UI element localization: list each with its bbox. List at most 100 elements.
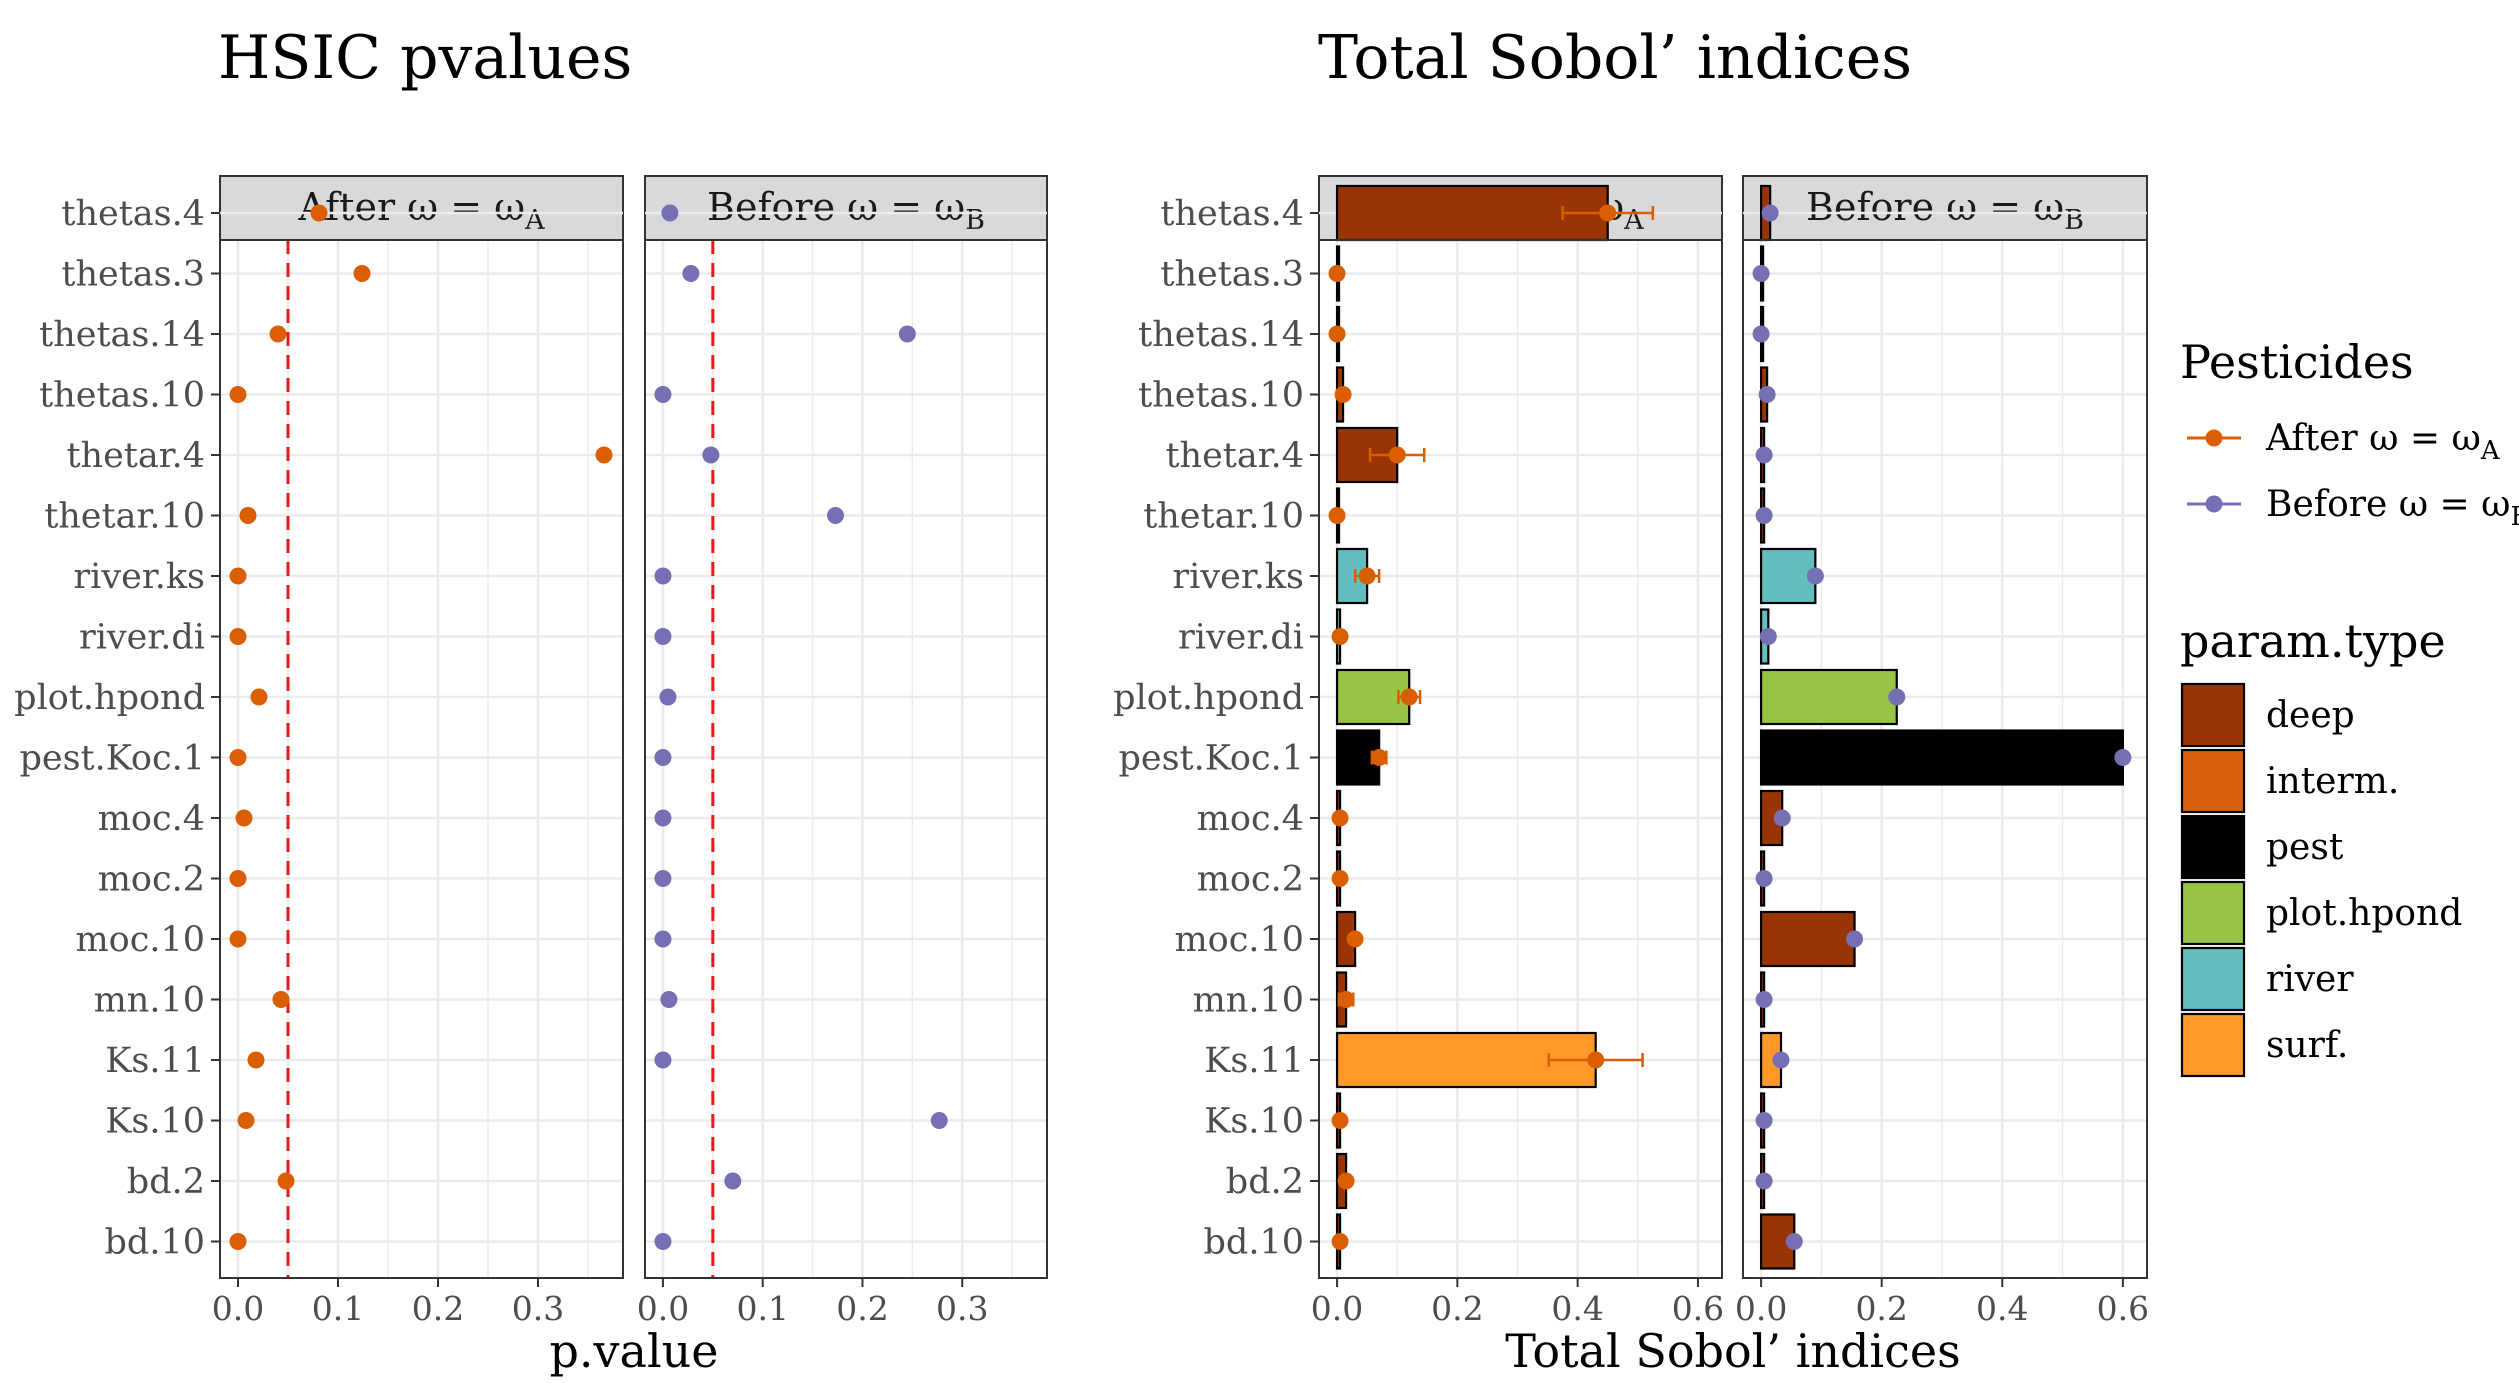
y-label-thetas-10: thetas.10 [39,376,205,416]
point-bd-2 [1337,1172,1355,1190]
point-moc-10 [1846,930,1864,948]
point-river-di [654,628,672,645]
param-type-legend: param.type deep interm. pest plot.hpond rive… [2180,614,2462,1078]
point-thetas-14 [269,325,287,343]
sobol-after-panel: After ω = ωA0.00.20.40.6 [1311,175,1724,1328]
point-ks-11 [1587,1051,1605,1069]
point-thetas-10 [1334,386,1352,403]
hsic-before-panel: Before ω = ωB 0.0 0.1 0.2 0.3 [637,175,1048,1328]
pesticides-legend: Pesticides After ω = ωA Before ω = ωB [2180,335,2519,532]
point-bd-10 [1785,1233,1803,1250]
y-label-thetas-4: thetas.4 [61,194,205,234]
point-thetas-14 [1328,325,1346,343]
point-mn-10 [272,991,290,1008]
point-moc-4 [1773,809,1791,827]
point-moc-4 [1331,809,1349,827]
x-tick-label: 0.0 [212,1289,264,1328]
y-label-thetar-4: thetar.4 [66,436,205,476]
y-label-thetas-10: thetas.10 [1138,376,1304,416]
point-mn-10 [1755,991,1773,1008]
x-tick-label: 0.2 [836,1289,888,1328]
x-tick-label: 0.1 [312,1289,364,1328]
point-moc-10 [1346,930,1364,948]
point-ks-10 [1755,1112,1773,1129]
x-tick-label: 0.2 [1431,1289,1483,1328]
bar-pest-koc-1 [1335,729,1381,786]
legend-swatch-river [2180,946,2246,1012]
y-label-ks-10: Ks.10 [105,1102,205,1142]
point-thetar-4 [595,446,613,464]
point-river-ks [1806,567,1824,585]
y-label-bd-10: bd.10 [105,1223,205,1263]
point-ks-11 [1772,1051,1790,1069]
point-pest-koc-1 [2114,749,2132,766]
point-thetas-3 [682,265,700,282]
point-bd-10 [1331,1233,1349,1250]
point-river-di [1759,628,1777,645]
y-label-mn-10: mn.10 [1193,981,1304,1021]
point-river-ks [229,567,247,585]
point-moc-10 [229,930,247,948]
point-river-ks [654,567,672,585]
point-thetar-10 [239,507,257,524]
pesticides-legend-title: Pesticides [2180,335,2414,389]
y-label-moc-10: moc.10 [75,920,205,960]
legend-label-a: After ω = ωA [2265,418,2501,466]
facet-strip-label: Before ω = ωB [707,185,985,236]
point-river-ks [1358,567,1376,585]
point-thetas-3 [1752,265,1770,282]
point-pest-koc-1 [654,749,672,766]
x-tick-label: 0.3 [936,1289,988,1328]
legend-label-pest: pest [2266,827,2344,868]
y-label-thetas-4: thetas.4 [1160,194,1304,234]
legend-label-b: Before ω = ωB [2266,484,2519,532]
sobol-before-panel: Before ω = ωB 0.0 0.2 0.4 0.6 [1735,175,2149,1328]
legend-point-b [2205,495,2223,513]
sobol-x-axis-title: Total Sobol’ indices [1505,1324,1960,1378]
legend-swatch-surf [2180,1012,2246,1078]
facet-strip [219,175,624,241]
x-tick-label: 0.3 [512,1289,564,1328]
panel-border [644,239,1048,1279]
point-bd-10 [229,1233,247,1250]
x-tick-label: 0.0 [1735,1289,1787,1328]
x-tick-label: 0.6 [1672,1289,1724,1328]
panel-border [1742,239,2148,1279]
point-moc-10 [654,930,672,948]
hsic-after-panel: After ω = ωA 0.0 0.1 0.2 0.3 [212,175,624,1328]
x-tick-label: 0.1 [736,1289,788,1328]
y-label-river-di: river.di [1178,618,1304,658]
legend-label-plot-hpond: plot.hpond [2266,893,2462,934]
x-tick-label: 0.2 [412,1289,464,1328]
hsic-x-axis-title: p.value [549,1324,718,1378]
legend-label-deep: deep [2266,695,2355,736]
point-thetas-10 [654,386,672,403]
point-river-di [229,628,247,645]
legend-point-a [2205,429,2223,447]
bar-pest-koc-1 [1759,729,2124,786]
point-mn-10 [1337,991,1355,1008]
x-tick-label: 0.2 [1855,1289,1907,1328]
point-thetas-14 [1752,325,1770,343]
legend-label-interm: interm. [2266,761,2399,802]
point-thetas-4 [661,204,679,222]
point-moc-2 [1755,870,1773,887]
point-thetas-10 [229,386,247,403]
point-moc-2 [229,870,247,887]
legend-swatch-plot-hpond [2180,880,2246,946]
point-thetar-4 [1755,446,1773,464]
x-tick-label: 0.4 [1976,1289,2028,1328]
facet-strip-label: Before ω = ωB [1806,185,2084,236]
point-thetar-10 [1328,507,1346,524]
legend-swatch-pest [2180,814,2246,880]
facet-strip [644,175,1048,241]
bar-plot-hpond [1759,668,1898,726]
y-label-thetar-10: thetar.10 [1143,497,1304,537]
y-label-thetas-14: thetas.14 [39,315,205,355]
legend-swatch-interm [2180,748,2246,814]
x-tick-label: 0.6 [2097,1289,2149,1328]
point-thetar-4 [702,446,720,464]
y-label-moc-2: moc.2 [98,860,205,900]
y-label-river-di: river.di [79,618,205,658]
